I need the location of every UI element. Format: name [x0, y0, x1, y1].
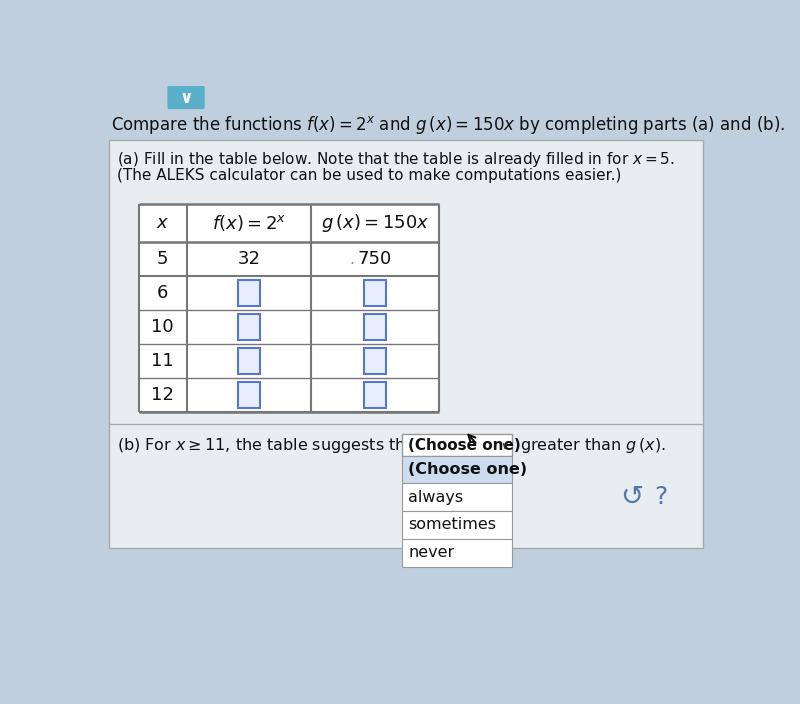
FancyBboxPatch shape	[167, 86, 205, 109]
Text: always: always	[409, 490, 463, 505]
Text: 5: 5	[157, 250, 169, 268]
Text: (a) Fill in the table below. Note that the table is already filled in for $x=5$.: (a) Fill in the table below. Note that t…	[117, 151, 675, 170]
Text: 10: 10	[151, 318, 174, 336]
Text: 6: 6	[157, 284, 169, 302]
FancyBboxPatch shape	[402, 511, 512, 539]
Text: ∨: ∨	[179, 89, 193, 107]
Text: (Choose one): (Choose one)	[408, 438, 521, 453]
Text: (The ALEKS calculator can be used to make computations easier.): (The ALEKS calculator can be used to mak…	[117, 168, 622, 183]
Text: Compare the functions $f(x)=2^x$ and $g\,(x)=150x$ by completing parts (a) and (: Compare the functions $f(x)=2^x$ and $g\…	[111, 113, 785, 135]
Text: $x$: $x$	[156, 214, 170, 232]
FancyBboxPatch shape	[402, 484, 512, 511]
FancyBboxPatch shape	[110, 140, 703, 548]
Text: $f(x)=2^x$: $f(x)=2^x$	[212, 213, 286, 233]
FancyBboxPatch shape	[238, 314, 260, 340]
FancyBboxPatch shape	[364, 314, 386, 340]
Bar	[138, 204, 438, 412]
Text: greater than $g\,(x)$.: greater than $g\,(x)$.	[520, 436, 666, 455]
Text: ↺: ↺	[620, 483, 643, 511]
Text: (b) For $x\geq11$, the table suggests that $f\,(x)$ is: (b) For $x\geq11$, the table suggests th…	[117, 436, 475, 455]
FancyBboxPatch shape	[402, 539, 512, 567]
Text: ∨: ∨	[501, 441, 509, 451]
Text: never: never	[409, 545, 454, 560]
FancyBboxPatch shape	[238, 382, 260, 408]
FancyBboxPatch shape	[364, 348, 386, 374]
Text: .: .	[349, 252, 354, 267]
FancyBboxPatch shape	[402, 455, 512, 484]
Text: sometimes: sometimes	[409, 517, 497, 532]
FancyBboxPatch shape	[364, 280, 386, 306]
FancyBboxPatch shape	[402, 434, 512, 455]
Text: 750: 750	[358, 250, 392, 268]
FancyBboxPatch shape	[238, 280, 260, 306]
Text: $g\,(x)=150x$: $g\,(x)=150x$	[321, 212, 429, 234]
FancyBboxPatch shape	[238, 348, 260, 374]
Text: 11: 11	[151, 352, 174, 370]
FancyBboxPatch shape	[364, 382, 386, 408]
Text: 32: 32	[238, 250, 260, 268]
Text: (Choose one): (Choose one)	[409, 462, 527, 477]
Text: ?: ?	[654, 485, 668, 509]
Text: 12: 12	[151, 386, 174, 404]
